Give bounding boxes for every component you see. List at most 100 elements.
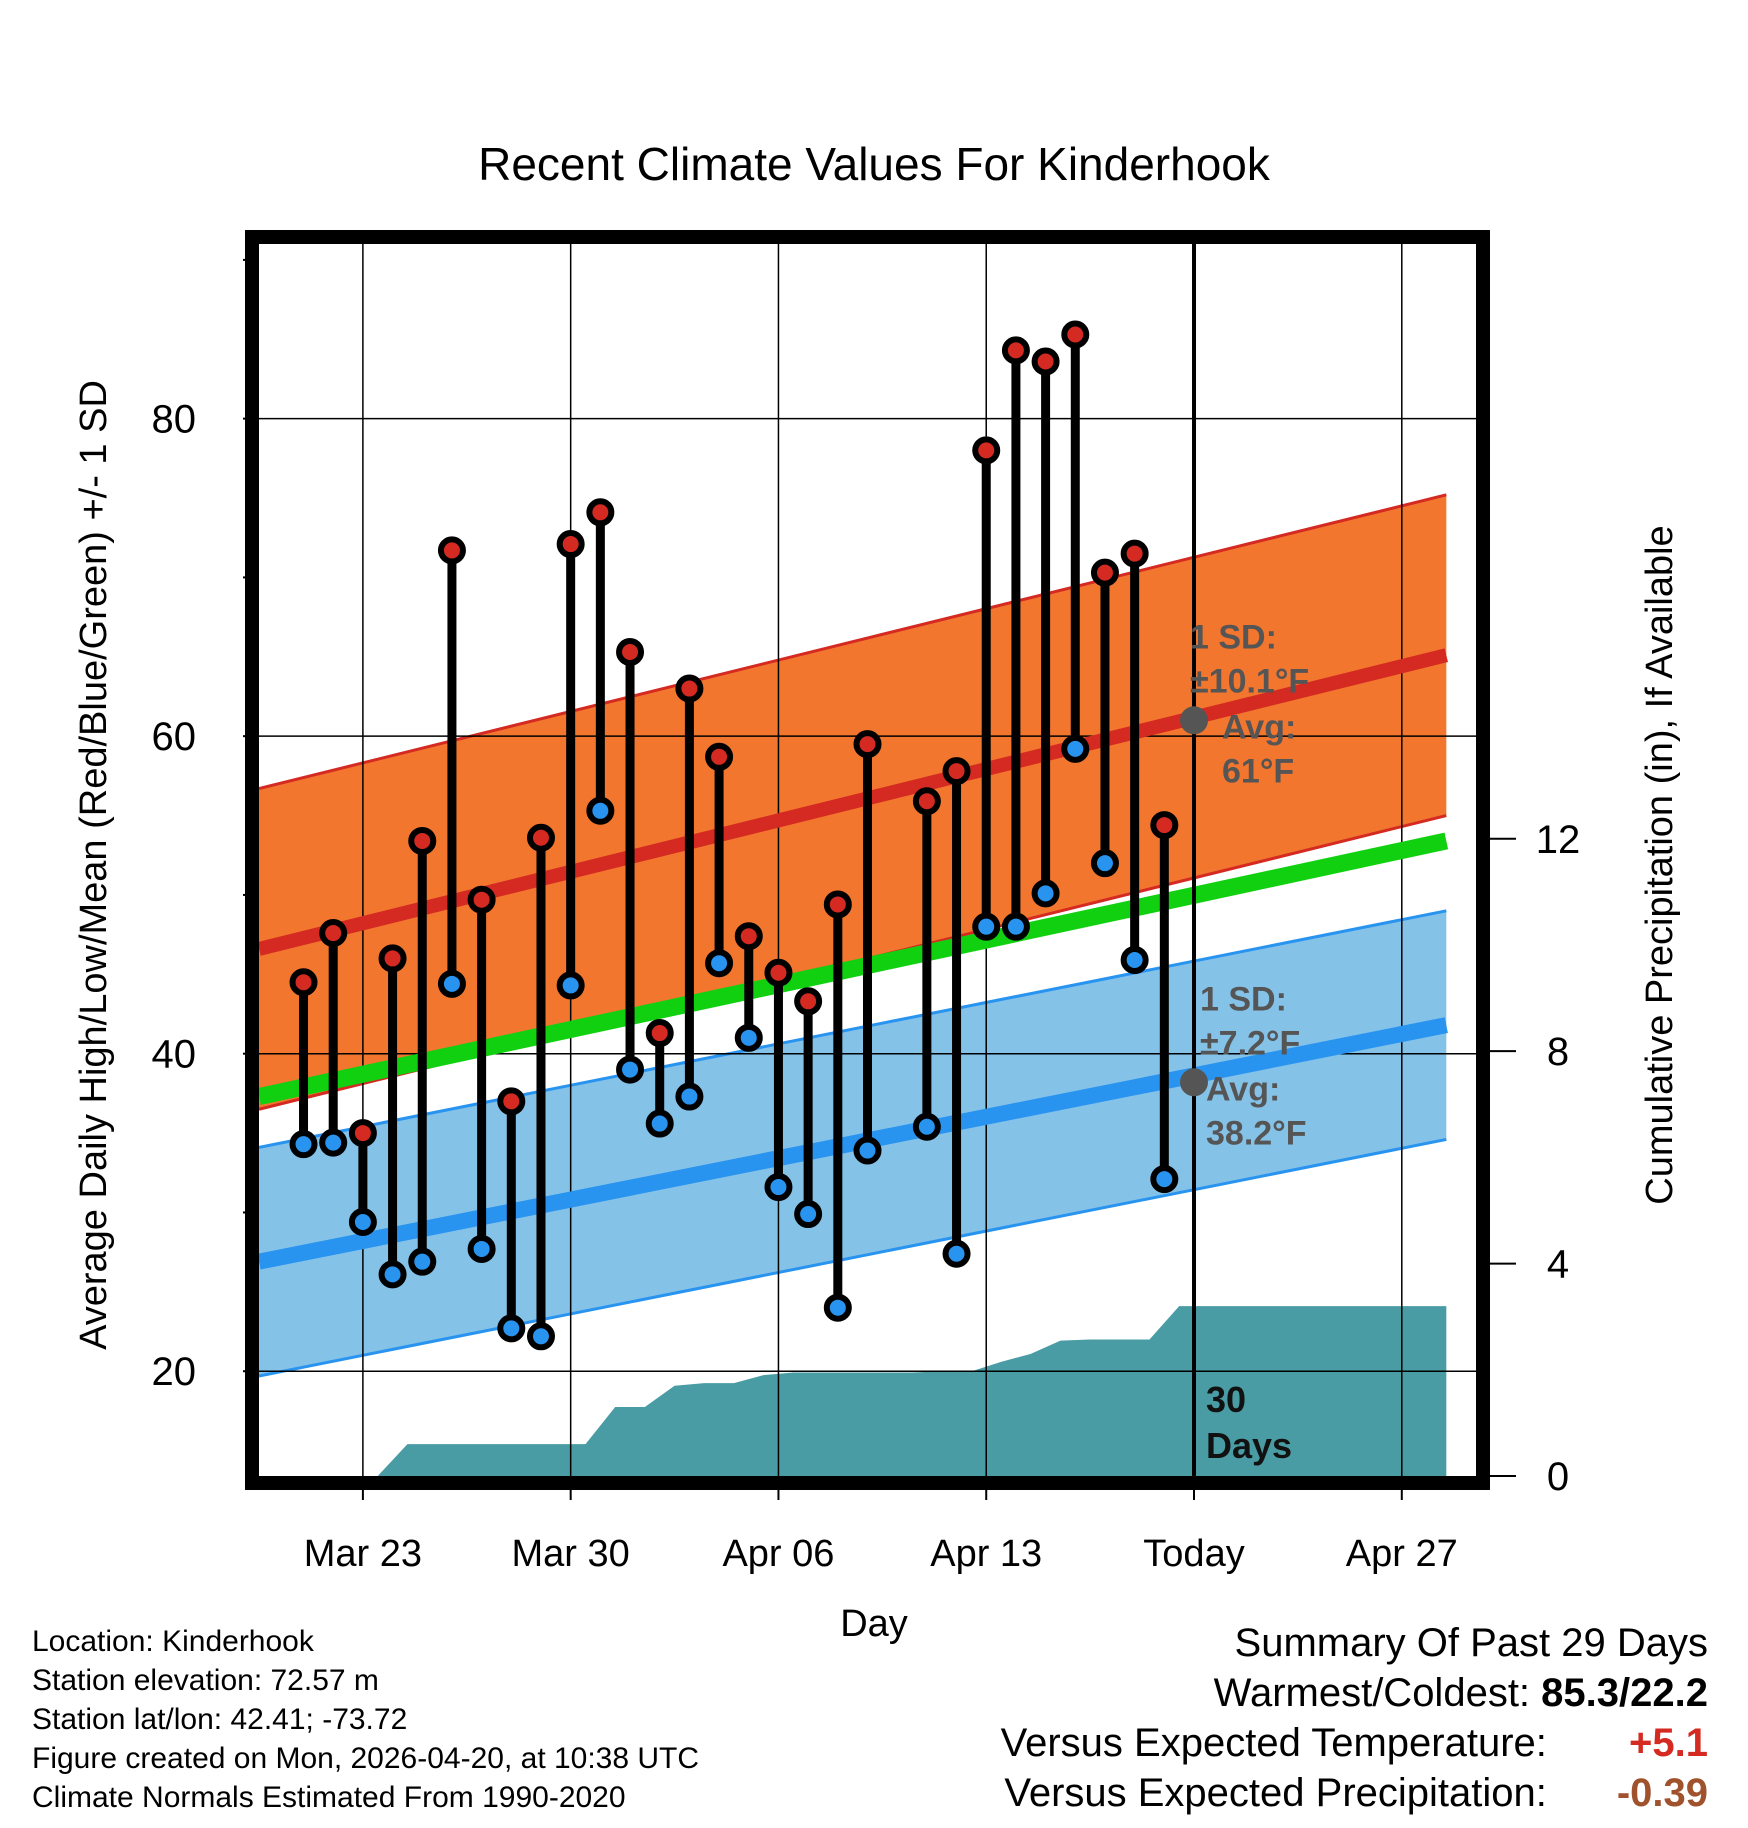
location-text: Location: Kinderhook (32, 1625, 314, 1658)
daily-low-point (734, 1023, 763, 1052)
y-axis-label: Average Daily High/Low/Mean (Red/Blue/Gr… (73, 380, 115, 1350)
summary-title: Summary Of Past 29 Days (1234, 1621, 1708, 1665)
daily-low-point (1150, 1165, 1179, 1194)
normals-text: Climate Normals Estimated From 1990-2020 (32, 1781, 626, 1814)
daily-high-point (319, 919, 348, 948)
y2-tick-label: 0 (1547, 1455, 1569, 1499)
daily-low-point (1090, 849, 1119, 878)
warm-cold-value: 85.3/22.2 (1541, 1671, 1708, 1715)
x-tick-label: Apr 27 (1346, 1533, 1458, 1575)
x-tick-label: Today (1143, 1533, 1244, 1575)
daily-high-point (1031, 347, 1060, 376)
daily-low-point (942, 1239, 971, 1268)
daily-high-point (497, 1087, 526, 1116)
high-avg-marker (1180, 706, 1209, 735)
summary-panel: Summary Of Past 29 Days Warmest/Coldest:… (1001, 1618, 1708, 1818)
daily-high-point (705, 742, 734, 771)
y2-tick-label: 8 (1547, 1030, 1569, 1074)
low-sd-label: 1 SD: (1200, 980, 1287, 1018)
daily-low-point (764, 1173, 793, 1202)
daily-low-point (319, 1128, 348, 1157)
daily-high-point (853, 730, 882, 759)
chart-title: Recent Climate Values For Kinderhook (478, 138, 1271, 190)
daily-low-point (823, 1293, 852, 1322)
normal-high-line (259, 648, 1448, 956)
daily-low-point (794, 1200, 823, 1229)
plot-content (259, 244, 1476, 1476)
daily-low-point (408, 1247, 437, 1276)
x-tick-label: Mar 30 (512, 1533, 630, 1575)
temp-departure-row: Versus Expected Temperature: +5.1 (1001, 1718, 1708, 1768)
daily-high-point (1090, 558, 1119, 587)
daily-high-point (556, 530, 585, 559)
y-tick-label: 80 (152, 398, 197, 442)
daily-high-point (823, 890, 852, 919)
high-avg-label: Avg: (1222, 708, 1296, 746)
daily-high-point (437, 536, 466, 565)
daily-low-point (912, 1112, 941, 1141)
created-text: Figure created on Mon, 2026-04-20, at 10… (32, 1742, 700, 1775)
daily-high-point (675, 674, 704, 703)
temp-departure-value: +5.1 (1629, 1721, 1708, 1765)
y2-axis-label: Cumulative Precipitation (in), If Availa… (1639, 525, 1681, 1204)
daily-high-point (1001, 336, 1030, 365)
daily-high-point (794, 987, 823, 1016)
plot-area: 1 SD: ±10.1°F Avg: 61°F 1 SD: ±7.2°F Avg: 38.2°… (152, 230, 1580, 1575)
daily-high-point (734, 922, 763, 951)
daily-high-point (408, 826, 437, 855)
precip-departure-row: Versus Expected Precipitation: -0.39 (1001, 1768, 1708, 1818)
y2-tick-label: 4 (1547, 1243, 1569, 1287)
daily-low-point (556, 971, 585, 1000)
daily-low-point (526, 1322, 555, 1351)
warm-cold-row: Warmest/Coldest: 85.3/22.2 (1001, 1668, 1708, 1718)
daily-low-point (437, 969, 466, 998)
daily-high-point (764, 958, 793, 987)
daily-low-point (348, 1207, 377, 1236)
daily-low-point (497, 1314, 526, 1343)
daily-high-point (616, 638, 645, 667)
low-band-lower-edge (259, 1137, 1447, 1378)
y-tick-label: 20 (152, 1350, 197, 1394)
daily-low-point (1120, 946, 1149, 975)
x-tick-label: Mar 23 (304, 1533, 422, 1575)
daily-high-point (912, 787, 941, 816)
daily-high-point (942, 757, 971, 786)
plot-frame (245, 230, 1490, 1490)
daily-high-point (289, 968, 318, 997)
low-band-upper-edge (259, 909, 1447, 1149)
daily-high-point (586, 498, 615, 527)
daily-low-point (467, 1234, 496, 1263)
y-tick-label: 40 (152, 1033, 197, 1077)
daily-low-point (1001, 912, 1030, 941)
daily-high-point (645, 1019, 674, 1048)
normal-mean-line (259, 832, 1449, 1105)
precip-departure-value: -0.39 (1616, 1771, 1708, 1815)
daily-low-point (853, 1136, 882, 1165)
elevation-text: Station elevation: 72.57 m (32, 1664, 379, 1697)
daily-high-point (1150, 811, 1179, 840)
daily-high-point (972, 436, 1001, 465)
station-info: Location: Kinderhook Station elevation: … (32, 1622, 699, 1817)
daily-low-point (1061, 734, 1090, 763)
latlon-text: Station lat/lon: 42.41; -73.72 (32, 1703, 408, 1736)
precipitation-area (259, 1306, 1447, 1476)
daily-high-point (1061, 320, 1090, 349)
daily-low-point (1031, 879, 1060, 908)
precip-departure-label: Versus Expected Precipitation: (1004, 1771, 1547, 1815)
y-tick-label: 60 (152, 715, 197, 759)
days-unit-label: Days (1206, 1425, 1292, 1466)
daily-high-point (378, 944, 407, 973)
x-tick-label: Apr 13 (930, 1533, 1042, 1575)
daily-low-point (675, 1082, 704, 1111)
daily-high-point (526, 823, 555, 852)
daily-high-point (348, 1119, 377, 1148)
daily-low-point (289, 1130, 318, 1159)
daily-high-point (1120, 539, 1149, 568)
low-avg-label: Avg: (1206, 1070, 1280, 1108)
low-avg-marker (1180, 1068, 1209, 1097)
temp-departure-label: Versus Expected Temperature: (1000, 1721, 1547, 1765)
daily-low-point (586, 796, 615, 825)
low-sd-value: ±7.2°F (1200, 1024, 1300, 1062)
x-axis-label: Day (840, 1603, 908, 1645)
